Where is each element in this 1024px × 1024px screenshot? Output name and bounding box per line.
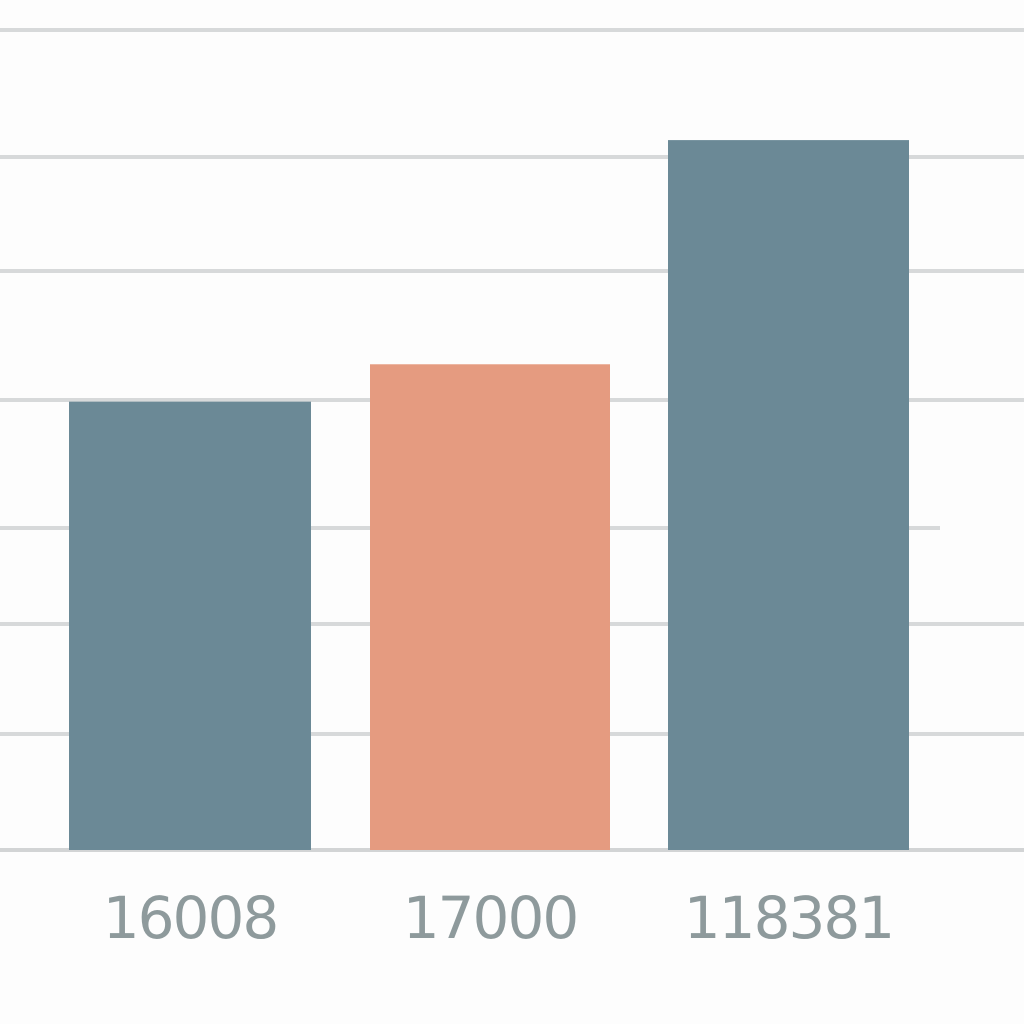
bar-17000: [370, 364, 610, 850]
category-label: 118381: [684, 884, 893, 952]
category-labels: 16008 17000 118381: [103, 884, 895, 952]
category-label: 16008: [103, 884, 278, 952]
bar-16008: [69, 401, 311, 850]
bars: [69, 140, 909, 850]
category-label: 17000: [403, 884, 578, 952]
bar-118381: [668, 140, 909, 850]
